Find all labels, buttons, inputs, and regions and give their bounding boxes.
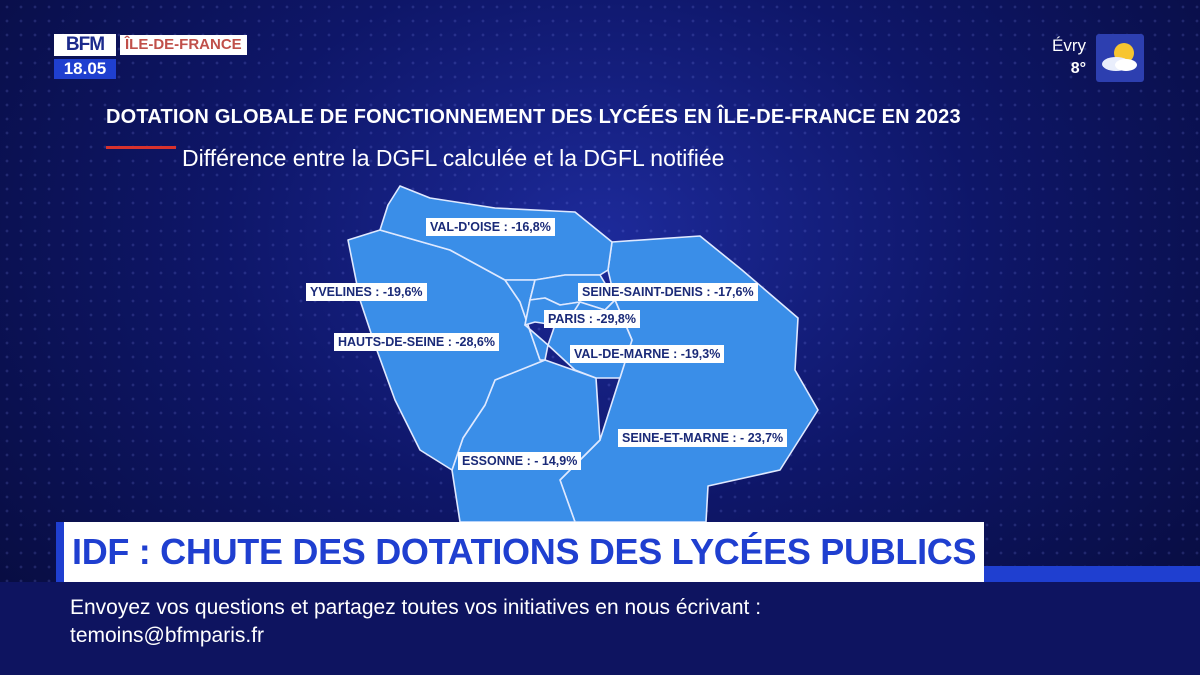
- logo-brand: BFM: [54, 34, 116, 56]
- headline-banner: IDF : CHUTE DES DOTATIONS DES LYCÉES PUB…: [56, 522, 984, 582]
- weather-temperature: 8°: [1070, 60, 1086, 77]
- label-hauts-de-seine: HAUTS-DE-SEINE : -28,6%: [334, 333, 499, 351]
- ticker-line-2: temoins@bfmparis.fr: [70, 624, 265, 647]
- label-seine-et-marne: SEINE-ET-MARNE : - 23,7%: [618, 429, 788, 447]
- banner-accent-bar: [56, 522, 64, 582]
- ticker-line-1: Envoyez vos questions et partagez toutes…: [70, 596, 762, 619]
- label-seine-saint-denis: SEINE-SAINT-DENIS : -17,6%: [578, 283, 758, 301]
- label-val-de-marne: VAL-DE-MARNE : -19,3%: [570, 345, 725, 363]
- ticker-bar: Envoyez vos questions et partagez toutes…: [0, 582, 1200, 675]
- label-val-d-oise: VAL-D'OISE : -16,8%: [426, 218, 555, 236]
- banner-accent-strip: [984, 566, 1200, 582]
- clock-time: 18.05: [54, 59, 116, 79]
- label-yvelines: YVELINES : -19,6%: [306, 283, 427, 301]
- headline-text: IDF : CHUTE DES DOTATIONS DES LYCÉES PUB…: [72, 531, 977, 572]
- logo-region: ÎLE-DE-FRANCE: [120, 35, 247, 55]
- accent-line: [106, 146, 176, 149]
- weather-widget: Évry 8°: [1014, 34, 1144, 84]
- label-essonne: ESSONNE : - 14,9%: [458, 452, 582, 470]
- map-subtitle: Différence entre la DGFL calculée et la …: [182, 145, 725, 171]
- label-paris: PARIS : -29,8%: [544, 310, 640, 328]
- map-title: DOTATION GLOBALE DE FONCTIONNEMENT DES L…: [106, 106, 961, 128]
- weather-city: Évry: [1052, 36, 1086, 55]
- sun-cloud-icon: [1096, 34, 1144, 82]
